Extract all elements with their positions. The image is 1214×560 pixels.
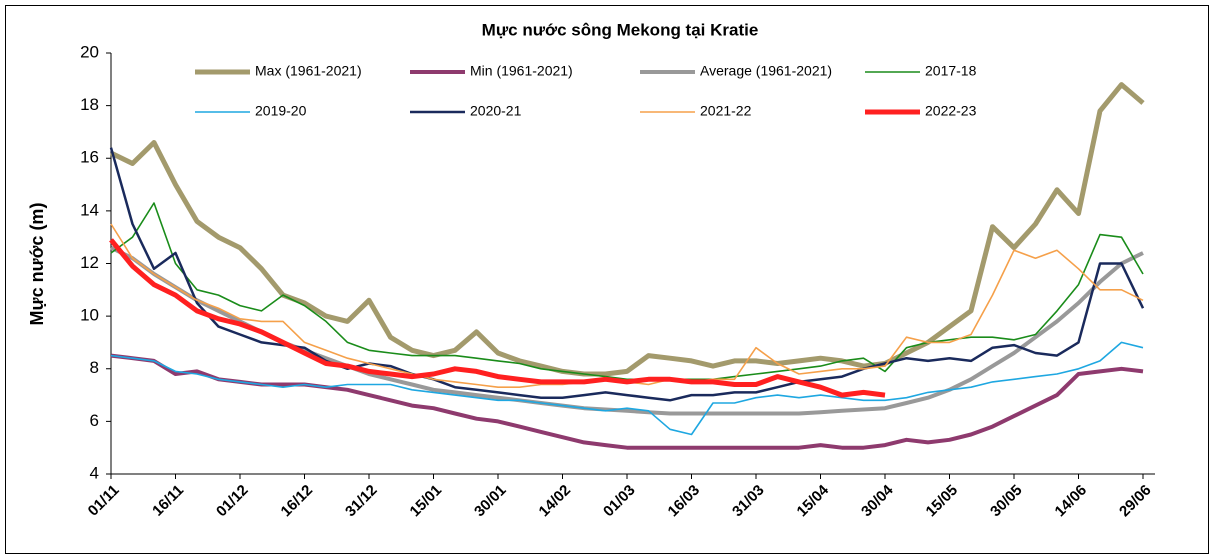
chart-frame bbox=[5, 5, 1209, 554]
y-tick-label: 14 bbox=[80, 200, 99, 219]
legend-label: Max (1961-2021) bbox=[255, 63, 362, 79]
y-tick-label: 20 bbox=[80, 42, 99, 61]
legend-label: Min (1961-2021) bbox=[470, 63, 573, 79]
legend-label: 2021-22 bbox=[700, 103, 752, 119]
legend-label: 2022-23 bbox=[925, 103, 977, 119]
y-tick-label: 16 bbox=[80, 148, 99, 167]
y-tick-label: 18 bbox=[80, 95, 99, 114]
y-tick-label: 10 bbox=[80, 306, 99, 325]
series-line bbox=[109, 238, 886, 398]
y-axis-label: Mực nước (m) bbox=[27, 203, 47, 326]
y-tick-label: 6 bbox=[90, 411, 99, 430]
legend-label: 2017-18 bbox=[925, 63, 977, 79]
series-line bbox=[110, 202, 1144, 381]
legend-label: 2020-21 bbox=[470, 103, 522, 119]
series-line bbox=[110, 353, 1144, 450]
series-line bbox=[110, 341, 1144, 436]
legend-label: 2019-20 bbox=[255, 103, 307, 119]
y-tick-label: 12 bbox=[80, 253, 99, 272]
legend-label: Average (1961-2021) bbox=[700, 63, 832, 79]
y-tick-label: 4 bbox=[90, 463, 99, 482]
chart-title: Mực nước sông Mekong tại Kratie bbox=[482, 20, 759, 39]
y-tick-label: 8 bbox=[90, 358, 99, 377]
